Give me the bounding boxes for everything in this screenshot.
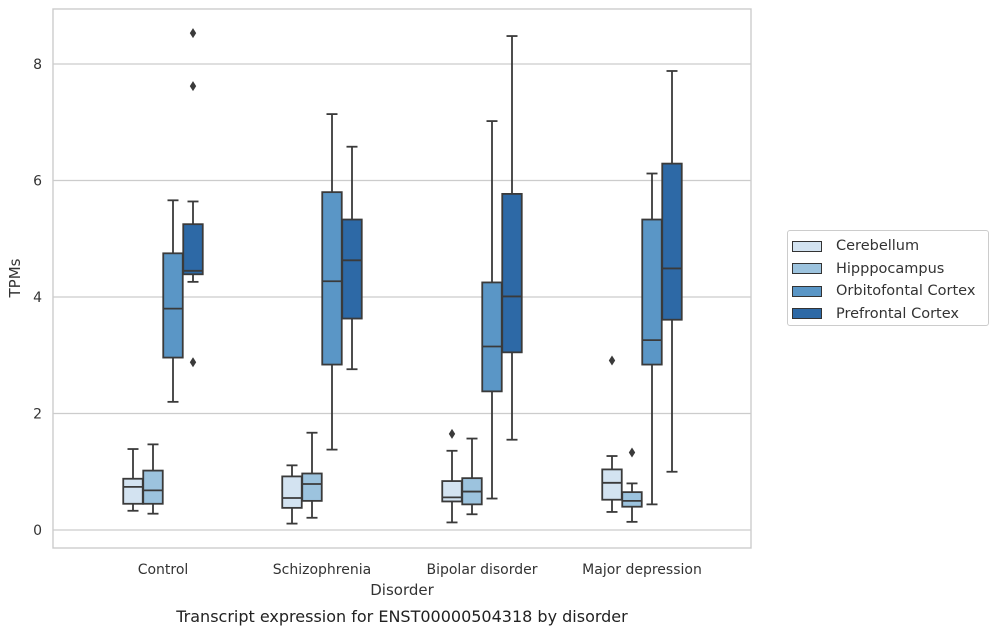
box: [341, 218, 363, 320]
box-group: [661, 70, 683, 473]
legend: Cerebellum Hipppocampus Orbitofontal Corte…: [787, 230, 989, 326]
box-group: [441, 428, 463, 524]
box: [601, 468, 623, 501]
box-group: [341, 145, 363, 371]
box-group: [481, 120, 503, 500]
legend-item: Hipppocampus: [792, 258, 988, 281]
y-tick-labels: 0 2 4 6 8: [33, 57, 42, 539]
box: [661, 162, 683, 321]
box-group: [461, 437, 483, 516]
outlier-point: [608, 355, 616, 366]
box-group: [182, 28, 204, 368]
box-group: [601, 355, 623, 513]
outlier-point: [189, 357, 197, 368]
box: [281, 475, 303, 509]
x-tick-labels: Control Schizophrenia Bipolar disorder Majo…: [138, 562, 702, 578]
chart-caption: Transcript expression for ENST0000050431…: [175, 607, 628, 626]
legend-label: Cerebellum: [836, 238, 920, 255]
box: [441, 480, 463, 503]
x-tick-label: Major depression: [582, 562, 702, 578]
legend-label: Orbitofontal Cortex: [836, 283, 976, 300]
outlier-point: [628, 447, 636, 458]
box-group: [501, 35, 523, 441]
outlier-point: [189, 28, 197, 39]
legend-label: Hipppocampus: [836, 260, 945, 277]
x-tick-label: Control: [138, 562, 189, 578]
box: [481, 281, 503, 393]
box-group: [142, 443, 164, 515]
box: [142, 469, 164, 505]
y-tick-label: 6: [33, 174, 42, 190]
plot-area-frame: [52, 8, 752, 549]
box: [501, 192, 523, 354]
box-group: [122, 448, 144, 512]
box-group: [321, 113, 343, 451]
x-axis-title: Disorder: [370, 581, 434, 599]
box: [162, 252, 184, 359]
legend-swatch: [792, 240, 822, 252]
y-tick-label: 0: [33, 523, 42, 539]
box: [321, 191, 343, 366]
y-axis-title: TPMs: [6, 258, 24, 298]
box: [621, 491, 643, 508]
legend-item: Cerebellum: [792, 235, 988, 258]
legend-swatch: [792, 308, 822, 320]
box: [122, 477, 144, 505]
box: [641, 218, 663, 366]
legend-item: Orbitofontal Cortex: [792, 280, 988, 303]
box-group: [641, 172, 663, 506]
outlier-point: [448, 428, 456, 439]
box: [301, 472, 323, 502]
y-tick-label: 2: [33, 407, 42, 423]
box-group: [301, 431, 323, 519]
legend-swatch: [792, 263, 822, 275]
legend-label: Prefrontal Cortex: [836, 305, 959, 322]
x-tick-label: Schizophrenia: [273, 562, 371, 578]
x-tick-label: Bipolar disorder: [426, 562, 537, 578]
y-tick-label: 4: [33, 290, 42, 306]
legend-item: Prefrontal Cortex: [792, 303, 988, 326]
box-group: [162, 199, 184, 403]
legend-swatch: [792, 285, 822, 297]
box-group: [621, 447, 643, 523]
box: [182, 223, 204, 276]
plot-boxes: [122, 28, 683, 525]
box-group: [281, 464, 303, 525]
y-tick-label: 8: [33, 57, 42, 73]
outlier-point: [189, 81, 197, 92]
